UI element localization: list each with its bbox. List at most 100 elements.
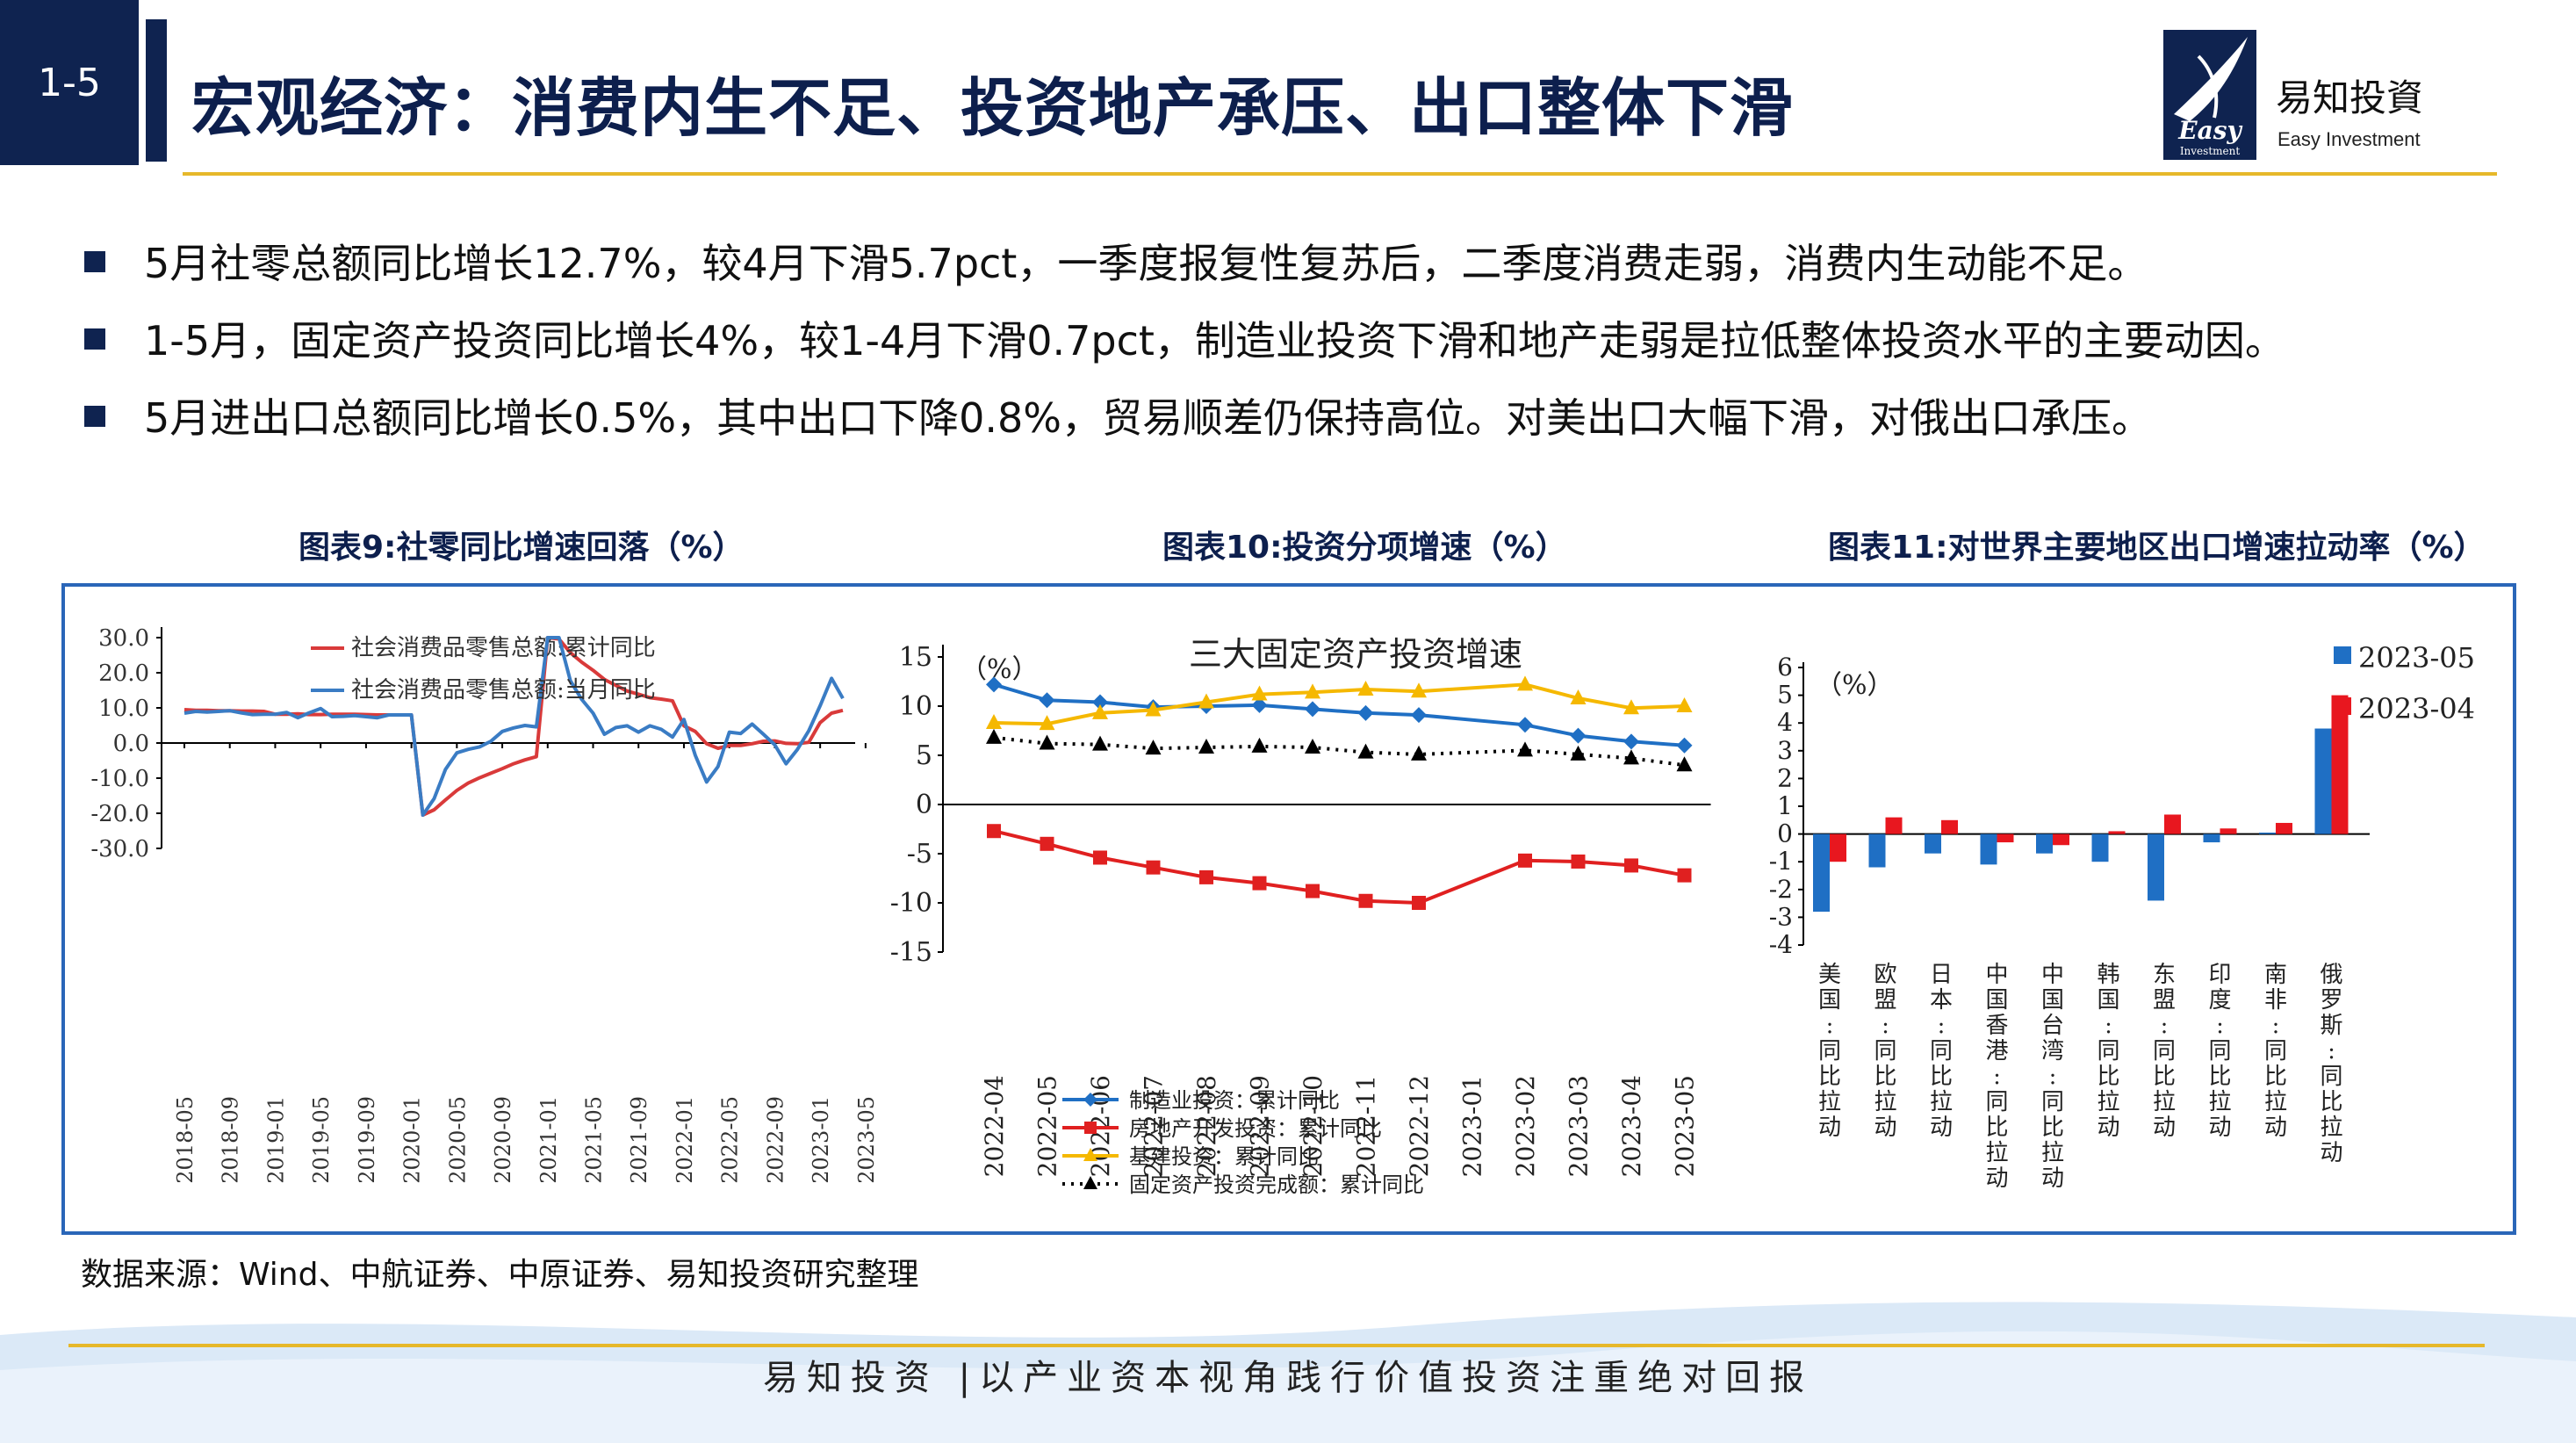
x-tick-label: 同 (1874, 1038, 1896, 1064)
data-marker (1305, 683, 1320, 699)
x-tick-label: 度 (2208, 987, 2231, 1014)
chart-exports: （%）6543210-1-2-3-4美国:同比拉动欧盟:同比拉动日本:同比拉动中… (1769, 641, 2475, 1192)
legend-label: 基建投资：累计同比 (1129, 1144, 1319, 1169)
charts-frame: 30.0 20.0 10.0 0.0 -10.0 -20.0 -30.0 2018-05 201… (61, 583, 2516, 1235)
x-tick-label: 2022-12 (1405, 1075, 1434, 1177)
data-marker (1623, 733, 1639, 750)
x-tick-label: 动 (2041, 1165, 2064, 1192)
x-tick-label: 台 (2041, 1013, 2064, 1039)
bar-2023-05 (2148, 833, 2164, 901)
y-tick-label: 1 (1777, 791, 1793, 820)
x-tick-label: 2019-05 (309, 1096, 334, 1184)
x-tick-label: 2018-05 (173, 1096, 198, 1184)
data-marker (1145, 740, 1162, 755)
data-marker (1198, 693, 1214, 709)
x-tick-label: 2019-01 (263, 1096, 288, 1184)
data-marker (1305, 739, 1320, 754)
x-tick-label: 同 (2208, 1038, 2231, 1064)
y-tick-label: 30.0 (98, 625, 149, 652)
data-marker (1623, 749, 1639, 765)
data-marker (1039, 734, 1055, 750)
x-tick-label: 动 (1930, 1115, 1953, 1141)
x-tick-label: : (1938, 1013, 1946, 1039)
x-tick-label: 同 (2097, 1038, 2119, 1064)
bar-2023-04 (1885, 817, 1903, 834)
x-tick-label: 2023-05 (854, 1096, 879, 1184)
x-tick-label: 湾 (2041, 1038, 2064, 1064)
y-unit-label: （%） (1816, 670, 1894, 701)
x-tick-label: 2021-09 (627, 1096, 651, 1184)
x-tick-label: 2023-01 (1458, 1075, 1487, 1177)
x-tick-label: 2023-01 (809, 1096, 833, 1184)
y-tick-label: 5 (1777, 681, 1793, 710)
x-tick-label: 欧 (1874, 962, 1896, 988)
x-tick-label: : (2272, 1013, 2280, 1039)
data-marker (1517, 717, 1533, 733)
data-marker (1570, 745, 1587, 761)
data-marker (1040, 836, 1054, 851)
x-tick-label: : (2105, 1013, 2112, 1039)
y-tick-label: 4 (1777, 708, 1793, 737)
x-tick-label: 东 (2153, 962, 2176, 988)
legend-marker (1084, 1122, 1097, 1134)
data-marker (1039, 715, 1055, 731)
page-title: 宏观经济：消费内生不足、投资地产承压、出口整体下滑 (191, 71, 1795, 145)
data-marker (1306, 884, 1320, 898)
legend-label: 2023-04 (2358, 692, 2475, 725)
x-tick-label: : (2161, 1013, 2169, 1039)
x-tick-label: 同 (2041, 1089, 2064, 1115)
bar-2023-05 (1868, 833, 1886, 868)
legend-marker (1083, 1176, 1097, 1189)
bullet-text: 1-5月，固定资产投资同比增长4%，较1-4月下滑0.7pct，制造业投资下滑和… (144, 317, 2285, 364)
x-tick-label: 比 (2097, 1064, 2119, 1090)
x-tick-label: 拉 (2208, 1089, 2231, 1115)
x-tick-label: 印 (2208, 962, 2231, 988)
x-tick-label: 日 (1930, 962, 1953, 988)
y-tick-label: -2 (1769, 875, 1793, 904)
data-marker (1517, 675, 1533, 691)
data-marker (1357, 704, 1374, 721)
x-tick-label: 罗 (2320, 987, 2342, 1014)
data-marker (1357, 743, 1374, 759)
y-tick-label: 10 (899, 691, 932, 722)
y-tick-label: -1 (1769, 847, 1793, 876)
data-marker (1570, 689, 1587, 705)
legend-swatch (2334, 697, 2351, 715)
bullet-square-icon (84, 251, 105, 272)
x-tick-label: 比 (2041, 1115, 2064, 1141)
data-marker (986, 676, 1002, 693)
bar-2023-04 (2276, 822, 2292, 834)
x-tick-label: 2022-05 (718, 1096, 743, 1184)
data-marker (1676, 697, 1693, 712)
bar-2023-04 (2220, 828, 2237, 834)
x-tick-label: 2020-09 (491, 1096, 515, 1184)
y-tick-label: -30.0 (90, 836, 149, 862)
logo-chinese-name: 易知投資 (2276, 76, 2424, 119)
chart-10-title: 图表10:投资分项增速（%） (1162, 530, 1567, 566)
x-tick-label: 国 (1818, 987, 1841, 1014)
y-tick-label: -10 (890, 888, 932, 919)
data-marker (1092, 735, 1108, 751)
chart-11-title: 图表11:对世界主要地区出口增速拉动率（%） (1828, 530, 2486, 566)
x-tick-label: 动 (1818, 1115, 1841, 1141)
x-tick-label: 比 (1874, 1064, 1896, 1090)
x-tick-label: 比 (1985, 1115, 2008, 1141)
y-tick-label: 15 (899, 642, 932, 673)
logo-english-name: Easy Investment (2277, 128, 2421, 150)
data-marker (986, 728, 1002, 744)
x-tick-label: 2018-09 (219, 1096, 243, 1184)
y-tick-label: 3 (1777, 736, 1793, 765)
x-tick-label: 2023-04 (1617, 1075, 1646, 1177)
chart-investment: 三大固定资产投资增速 （%） 15 10 5 0 -5 -10 -15 2022-04 2022-0… (890, 635, 1711, 1197)
bar-2023-05 (2036, 833, 2053, 854)
data-marker (1146, 860, 1161, 875)
bar-2023-05 (1925, 833, 1941, 854)
x-tick-label: 2023-03 (1565, 1075, 1594, 1177)
y-tick-label: -4 (1769, 930, 1793, 959)
x-tick-label: 动 (2320, 1140, 2342, 1166)
x-tick-label: 2022-08 (1192, 1075, 1221, 1177)
bullet-square-icon (84, 328, 105, 350)
data-marker (1677, 868, 1692, 883)
x-tick-label: 拉 (1818, 1089, 1841, 1115)
x-tick-label: 拉 (2041, 1140, 2064, 1166)
